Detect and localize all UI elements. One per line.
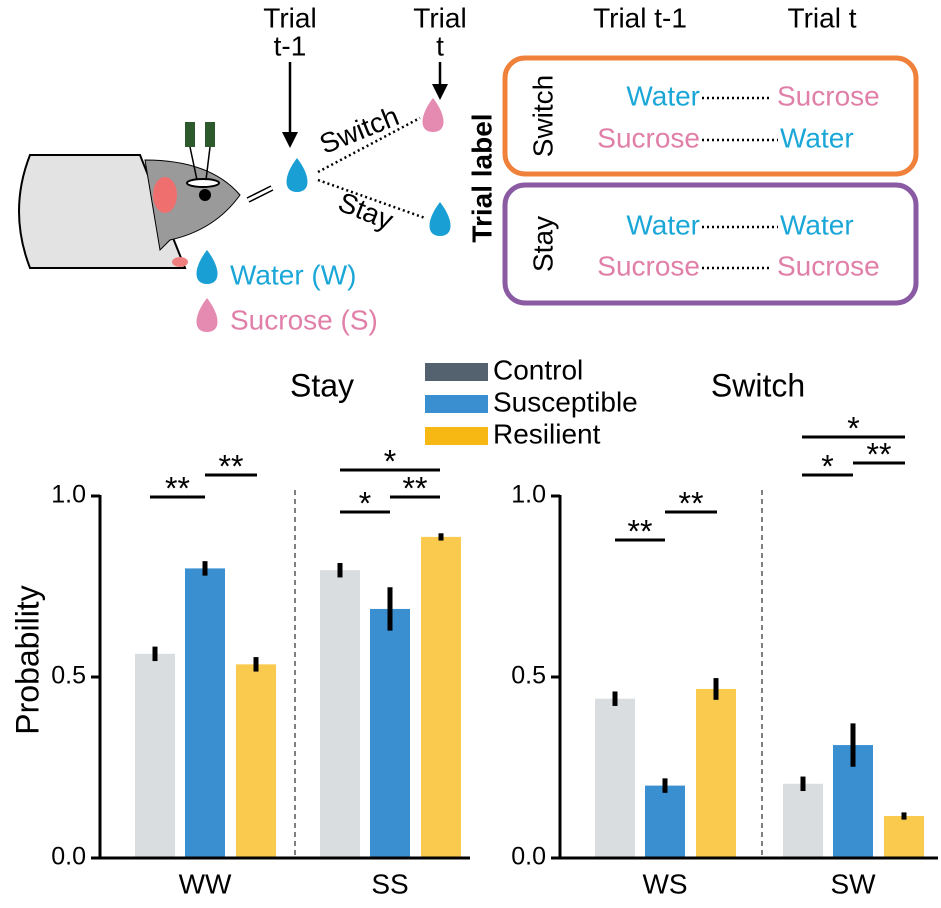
x-tick-label: SS — [371, 868, 408, 899]
x-tick-label: WW — [179, 868, 232, 899]
pair-text: Water — [626, 209, 700, 240]
pair-text: Sucrose — [597, 250, 700, 281]
legend-swatch — [425, 395, 488, 413]
pair-links — [702, 96, 778, 270]
trial-label: t-1 — [274, 30, 307, 61]
bar — [783, 783, 823, 858]
y-tick-label: 0.0 — [511, 843, 546, 871]
trial-label: Trial — [413, 2, 466, 33]
chart-title: Stay — [290, 367, 354, 403]
y-tick-label: 0.5 — [511, 662, 546, 690]
column-header: Trial t-1 — [593, 2, 687, 33]
bar — [320, 570, 360, 858]
legend-water: Water (W) — [230, 259, 357, 290]
bar — [595, 698, 635, 858]
legend-label: Resilient — [493, 418, 601, 449]
bar — [135, 653, 175, 858]
significance-label: ** — [679, 485, 704, 521]
bar — [236, 664, 276, 858]
y-tick-label: 0.5 — [51, 662, 86, 690]
bar — [696, 688, 736, 858]
legend-label: Susceptible — [493, 386, 638, 417]
significance-label: ** — [628, 513, 653, 549]
y-tick-label: 0.0 — [51, 843, 86, 871]
pair-text: Water — [626, 80, 700, 111]
bar — [421, 536, 461, 858]
y-axis-label: Probability — [9, 585, 45, 734]
significance-label: ** — [867, 436, 892, 472]
significance-label: * — [384, 443, 396, 479]
chart-title: Switch — [711, 367, 805, 403]
pair-text: Sucrose — [777, 250, 880, 281]
bar — [645, 785, 685, 858]
significance-label: * — [847, 410, 859, 446]
side-label: Trial label — [466, 113, 497, 242]
legend-label: Control — [493, 354, 583, 385]
x-tick-label: WS — [642, 868, 687, 899]
pair-text: Water — [780, 209, 854, 240]
significance-label: ** — [219, 448, 244, 484]
legend-sucrose: Sucrose (S) — [230, 304, 378, 335]
bar — [185, 568, 225, 858]
row-label: Stay — [527, 216, 558, 272]
significance-label: ** — [403, 470, 428, 506]
stay-box — [502, 182, 919, 306]
stay-label: Stay — [334, 186, 398, 236]
significance-label: * — [359, 485, 371, 521]
trial-label: t — [436, 30, 444, 61]
bar — [884, 816, 924, 858]
trial-label: Trial — [263, 2, 316, 33]
y-tick-label: 1.0 — [511, 481, 546, 509]
pair-text: Water — [780, 122, 854, 153]
significance-label: * — [821, 448, 833, 484]
legend-swatch — [425, 363, 488, 381]
significance-label: ** — [165, 470, 190, 506]
pair-text: Sucrose — [597, 122, 700, 153]
pair-text: Sucrose — [777, 80, 880, 111]
y-tick-label: 1.0 — [51, 481, 86, 509]
x-tick-label: SW — [830, 868, 876, 899]
column-header: Trial t — [788, 2, 857, 33]
bar — [370, 608, 410, 858]
switch-box — [502, 55, 919, 177]
mouse-illustration — [18, 62, 451, 332]
legend-swatch — [425, 427, 488, 445]
row-label: Switch — [527, 75, 558, 157]
